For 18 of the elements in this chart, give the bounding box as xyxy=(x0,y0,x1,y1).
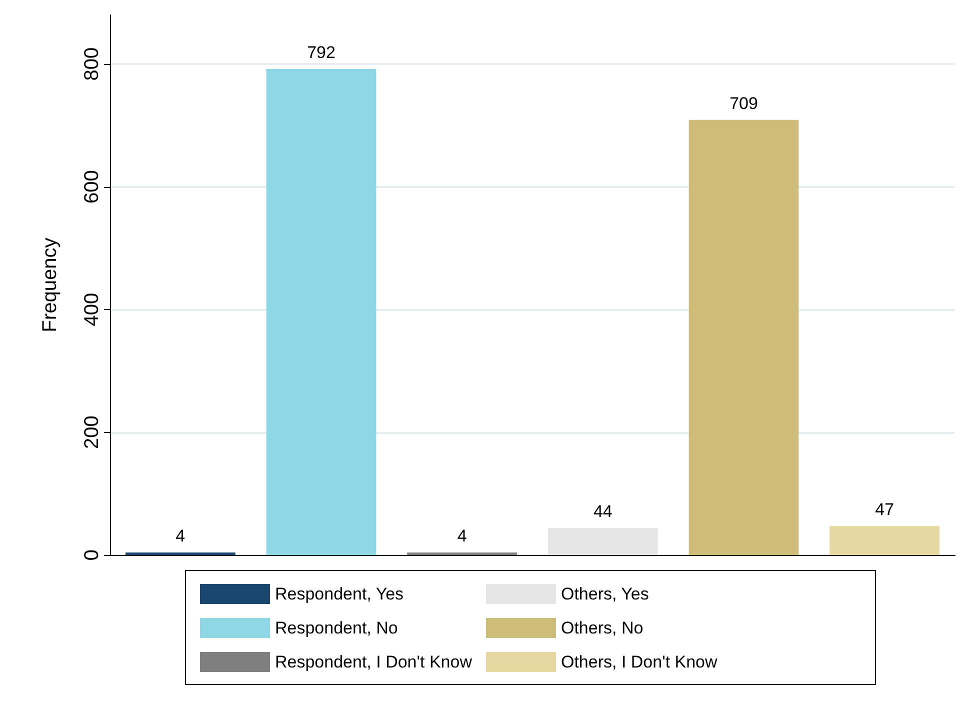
legend-label: Others, I Don't Know xyxy=(560,652,718,672)
y-axis-title: Frequency xyxy=(39,238,61,332)
y-tick-label: 400 xyxy=(81,292,103,326)
legend-label: Others, No xyxy=(560,618,644,638)
y-tick-label: 200 xyxy=(81,416,103,449)
data-label: 792 xyxy=(307,43,336,62)
legend-label: Respondent, I Don't Know xyxy=(275,652,473,672)
data-label: 4 xyxy=(176,526,186,546)
y-tick-label: 800 xyxy=(81,47,103,81)
data-label: 4 xyxy=(457,526,467,546)
legend-label: Respondent, Yes xyxy=(275,584,404,604)
data-label: 709 xyxy=(730,94,758,113)
legend-label: Respondent, No xyxy=(275,618,398,638)
y-tick-label: 0 xyxy=(81,549,103,561)
data-label: 47 xyxy=(875,500,894,520)
legend-label: Others, Yes xyxy=(560,584,649,604)
y-tick-label: 600 xyxy=(81,170,103,204)
data-label: 44 xyxy=(593,502,612,521)
